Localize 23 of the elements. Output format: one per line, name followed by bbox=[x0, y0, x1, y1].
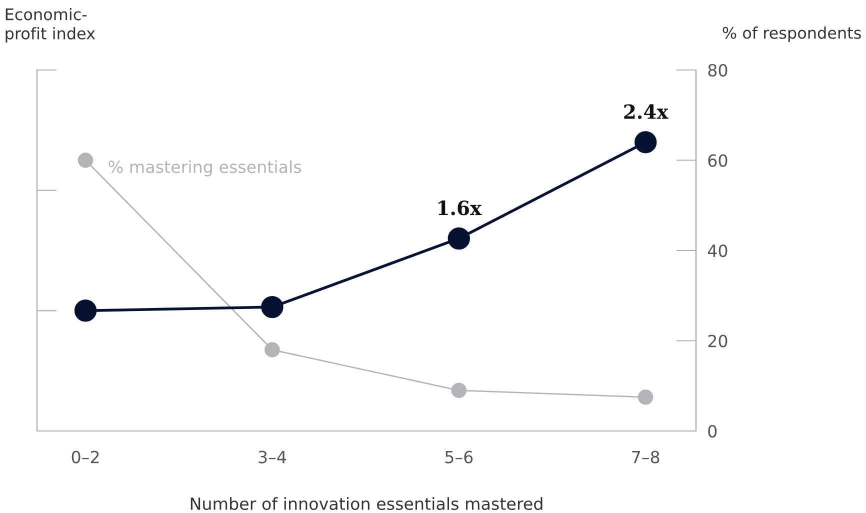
y2-tick-label: 40 bbox=[708, 244, 728, 258]
point bbox=[264, 342, 280, 358]
data-label: 1.6x bbox=[438, 200, 482, 216]
y2-tick-label: 60 bbox=[708, 154, 728, 167]
x-tick-label: 0–2 bbox=[72, 450, 99, 464]
point bbox=[448, 227, 470, 250]
data-label: 2.4x bbox=[624, 104, 668, 119]
x-tick-label: 5–6 bbox=[445, 450, 473, 464]
series-label: % mastering essentials bbox=[108, 160, 302, 176]
y2-tick-label: 80 bbox=[708, 64, 728, 77]
x-tick-label: 3–4 bbox=[258, 450, 286, 464]
point bbox=[638, 390, 654, 405]
x-axis-title: Number of innovation essentials mastered bbox=[190, 497, 542, 510]
y-axis-title: Economic- profit index bbox=[6, 8, 96, 43]
x-tick-label: 7–8 bbox=[632, 450, 660, 464]
point bbox=[634, 131, 657, 154]
y2-tick-label: 0 bbox=[708, 424, 717, 438]
point bbox=[451, 382, 467, 398]
y2-tick-label: 20 bbox=[708, 334, 728, 348]
point bbox=[261, 296, 284, 318]
point bbox=[74, 300, 97, 322]
y2-axis-title: % of respondents bbox=[722, 26, 861, 42]
point bbox=[78, 152, 94, 168]
